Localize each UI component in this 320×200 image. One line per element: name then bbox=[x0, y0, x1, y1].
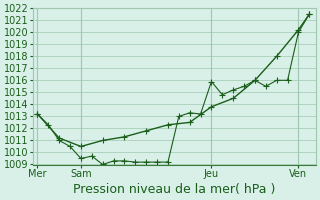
X-axis label: Pression niveau de la mer( hPa ): Pression niveau de la mer( hPa ) bbox=[73, 183, 276, 196]
